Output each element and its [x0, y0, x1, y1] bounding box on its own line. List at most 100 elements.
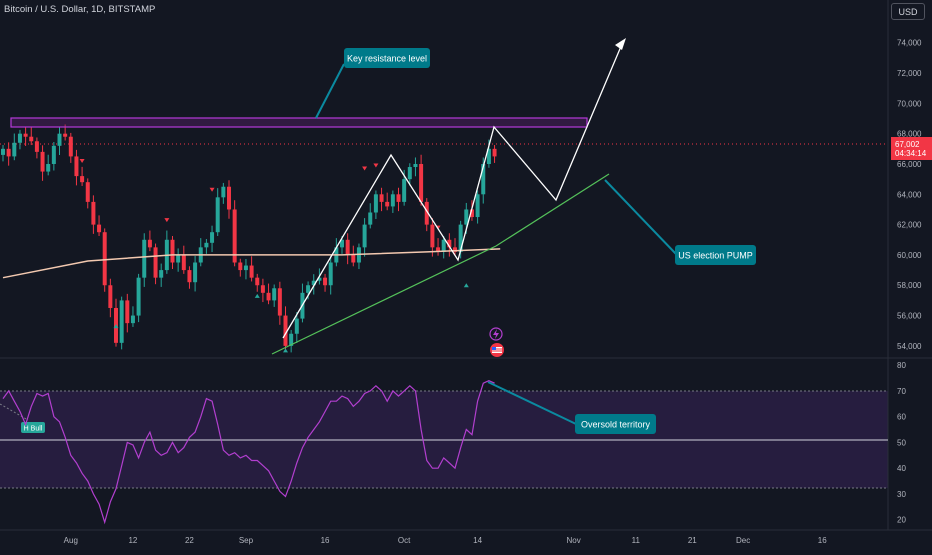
time-tick-label: 16	[818, 536, 827, 545]
candle	[311, 274, 316, 295]
election-callout[interactable]: US election PUMP	[675, 245, 756, 265]
candle	[475, 190, 480, 224]
rsi-axis[interactable]: 20 30 40 50 60 70 80	[897, 361, 906, 525]
bearish-marker	[373, 163, 379, 168]
candle	[159, 263, 164, 287]
candle	[119, 296, 124, 350]
candle	[413, 157, 418, 177]
currency-button[interactable]: USD	[891, 3, 925, 20]
bearish-marker	[209, 187, 215, 192]
candle	[396, 187, 401, 212]
price-tick-label: 72,000	[897, 69, 922, 78]
bearish-marker	[79, 158, 85, 163]
time-tick-label: 22	[185, 536, 194, 545]
oversold-callout[interactable]: Oversold territory	[575, 414, 656, 434]
lightning-event-icon[interactable]	[489, 327, 503, 341]
candle	[351, 245, 356, 267]
price-projection-path[interactable]	[282, 43, 623, 339]
candle	[362, 218, 367, 257]
candle	[181, 245, 186, 274]
candle	[12, 133, 17, 161]
candle	[385, 192, 390, 211]
rsi-tick-label: 20	[897, 516, 906, 525]
trendline-lower[interactable]	[271, 245, 497, 355]
candle	[23, 127, 28, 146]
election-callout-text: US election PUMP	[678, 251, 753, 261]
time-tick-label: 14	[473, 536, 482, 545]
rsi-tick-label: 40	[897, 464, 906, 473]
candle	[34, 137, 39, 159]
candle	[153, 243, 158, 285]
candle	[221, 182, 226, 204]
price-tick-label: 68,000	[897, 130, 922, 139]
price-tick-label: 58,000	[897, 281, 922, 290]
candle	[430, 218, 435, 257]
candle	[204, 239, 209, 254]
price-tick-label: 62,000	[897, 221, 922, 230]
candle	[130, 306, 135, 327]
candle	[249, 256, 254, 282]
candle	[373, 190, 378, 220]
resistance-callout[interactable]: Key resistance level	[344, 48, 430, 68]
price-tick-label: 66,000	[897, 160, 922, 169]
candle	[136, 273, 141, 323]
candle	[379, 187, 384, 212]
candle	[345, 233, 350, 265]
price-axis[interactable]: 54,000 56,000 58,000 60,000 62,000 64,000 66,0…	[897, 39, 922, 351]
candle	[40, 145, 45, 181]
candle	[17, 129, 22, 150]
election-callout-pointer	[604, 179, 677, 255]
candle	[390, 190, 395, 213]
rsi-tick-label: 80	[897, 361, 906, 370]
candle	[51, 142, 56, 171]
time-tick-label: 11	[632, 536, 641, 545]
candle	[238, 258, 243, 277]
resistance-callout-pointer	[315, 63, 345, 119]
symbol-title: Bitcoin / U.S. Dollar, 1D, BITSTAMP	[4, 4, 156, 15]
resistance-box[interactable]	[10, 117, 588, 128]
candle	[108, 278, 113, 318]
price-tick-label: 54,000	[897, 342, 922, 351]
candle	[57, 127, 62, 156]
candle	[80, 166, 85, 186]
bearish-marker	[164, 218, 170, 223]
candle	[85, 178, 90, 209]
candle	[260, 278, 265, 303]
bullish-marker	[283, 348, 288, 353]
time-tick-label: Sep	[239, 536, 254, 545]
candle	[142, 233, 147, 287]
price-tick-label: 60,000	[897, 251, 922, 260]
hbull-pointer	[0, 403, 29, 421]
oversold-callout-pointer	[487, 381, 577, 425]
oversold-callout-text: Oversold territory	[581, 420, 651, 430]
rsi-tick-label: 50	[897, 438, 906, 447]
price-tick-label: 64,000	[897, 190, 922, 199]
candle	[232, 200, 237, 267]
candle	[6, 142, 11, 166]
candle	[453, 238, 457, 256]
candle	[210, 225, 215, 253]
current-price-tag: 67,002 04:34:14	[891, 137, 932, 160]
rsi-line	[2, 379, 495, 525]
candle	[255, 273, 260, 292]
us-flag-event-icon[interactable]	[490, 343, 504, 357]
candle	[368, 203, 373, 229]
trendline-projection[interactable]	[495, 173, 610, 247]
candle	[74, 149, 79, 186]
candle	[97, 215, 102, 236]
candle	[193, 255, 198, 292]
hbull-tag[interactable]: H Bull	[21, 422, 45, 433]
rsi-tick-label: 30	[897, 490, 906, 499]
candle	[215, 188, 220, 236]
candle	[187, 266, 192, 289]
candle	[328, 255, 333, 295]
bullish-marker	[254, 293, 260, 298]
candle	[323, 273, 328, 292]
time-axis[interactable]: Aug 12 22 Sep 16 Oct 14 Nov 11 21 Dec 16	[64, 536, 828, 545]
candle	[407, 163, 412, 186]
candle	[272, 284, 277, 307]
candle	[170, 235, 175, 270]
candle	[492, 145, 497, 163]
